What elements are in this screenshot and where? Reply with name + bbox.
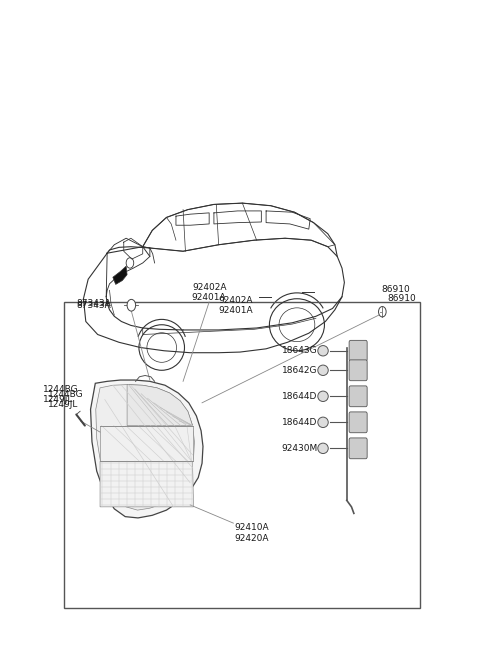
- Polygon shape: [127, 384, 192, 426]
- Ellipse shape: [318, 443, 328, 453]
- Circle shape: [379, 306, 386, 317]
- Text: 87343A: 87343A: [76, 300, 111, 310]
- FancyBboxPatch shape: [349, 360, 367, 380]
- Text: 92410A
92420A: 92410A 92420A: [234, 523, 269, 543]
- Text: 18644D: 18644D: [282, 418, 317, 427]
- FancyBboxPatch shape: [349, 438, 367, 459]
- Text: 18644D: 18644D: [282, 392, 317, 401]
- Text: 18642G: 18642G: [282, 366, 317, 375]
- Ellipse shape: [318, 346, 328, 356]
- Text: 92402A
92401A: 92402A 92401A: [192, 283, 227, 302]
- Polygon shape: [91, 380, 203, 518]
- Ellipse shape: [318, 365, 328, 375]
- Bar: [64, 302, 420, 607]
- Polygon shape: [96, 384, 194, 510]
- Text: 86910: 86910: [382, 285, 410, 294]
- FancyBboxPatch shape: [349, 412, 367, 433]
- Ellipse shape: [318, 417, 328, 428]
- Text: 18643G: 18643G: [282, 346, 317, 356]
- Text: 92430M: 92430M: [281, 444, 317, 453]
- Text: 87343A: 87343A: [76, 299, 111, 308]
- Circle shape: [127, 299, 136, 311]
- Text: 1244BG
1249JL: 1244BG 1249JL: [48, 390, 84, 409]
- Polygon shape: [100, 426, 192, 461]
- Polygon shape: [100, 461, 193, 507]
- Text: 92402A
92401A: 92402A 92401A: [219, 296, 253, 315]
- FancyBboxPatch shape: [349, 340, 367, 361]
- Text: 86910: 86910: [387, 295, 416, 303]
- Text: 1244BG
1249JL: 1244BG 1249JL: [43, 384, 79, 404]
- FancyBboxPatch shape: [349, 386, 367, 407]
- Ellipse shape: [318, 391, 328, 401]
- Polygon shape: [113, 266, 127, 285]
